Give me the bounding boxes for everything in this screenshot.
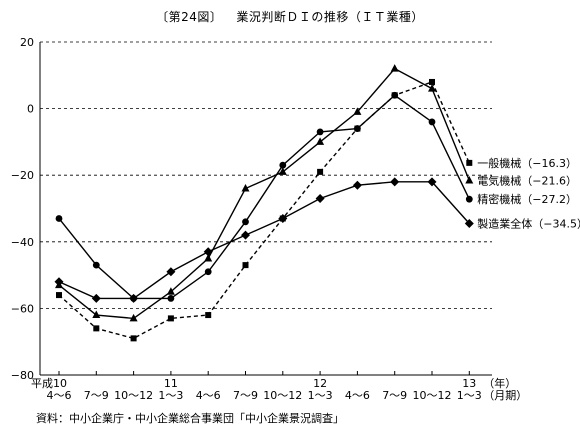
triangle-marker	[241, 184, 250, 192]
triangle-marker	[278, 167, 287, 175]
y-tick-labels: 20 0 −20 −40 −60 −80	[11, 36, 34, 382]
circle-marker	[167, 295, 175, 302]
circle-marker	[354, 125, 361, 132]
triangle-marker	[390, 64, 399, 72]
x-tick-label: 1〜3	[308, 389, 333, 402]
square-marker	[167, 315, 174, 322]
y-tick-label: −60	[11, 302, 34, 315]
series-end-label: 精密機械（−27.2）	[477, 192, 577, 206]
series-line	[58, 181, 470, 300]
series-1	[56, 78, 473, 342]
diamond-marker	[91, 293, 101, 303]
x-tick-label: 4〜6	[47, 389, 72, 402]
series-2	[55, 64, 474, 322]
triangle-marker	[428, 84, 436, 92]
square-marker	[466, 159, 473, 166]
square-marker	[242, 262, 249, 269]
diamond-marker	[203, 247, 213, 257]
diamond-marker	[427, 177, 437, 187]
source-note: 資料：中小企業庁・中小企業総合事業団「中小企業景況調査」	[36, 412, 344, 425]
circle-marker	[428, 118, 436, 126]
series-end-labels: 一般機械（−16.3） 電気機械（−21.6） 精密機械（−27.2） 製造業全体（−…	[477, 156, 580, 231]
diamond-marker	[129, 293, 139, 303]
circle-marker	[279, 161, 287, 169]
triangle-marker	[353, 107, 362, 115]
line-chart: 20 0 −20 −40 −60 −80 4〜6 7〜9 10〜12 1〜3 4〜6 7〜9 10〜1…	[11, 36, 580, 402]
triangle-marker	[316, 137, 325, 145]
chart-title: 〔第24図〕 業況判断ＤＩの推移（ＩＴ業種）	[0, 8, 580, 25]
circle-marker	[465, 195, 473, 203]
series-end-label: 製造業全体（−34.5）	[477, 216, 580, 230]
series-line	[58, 94, 470, 300]
circle-marker	[242, 218, 249, 226]
y-tick-label: 0	[27, 103, 34, 116]
x-tick-label: 10〜12	[263, 389, 302, 402]
diamond-marker	[166, 267, 176, 277]
circle-marker	[391, 91, 399, 99]
series-3	[55, 91, 473, 302]
y-tick-label: −40	[11, 236, 34, 249]
diamond-marker	[352, 180, 362, 190]
square-marker	[317, 168, 324, 175]
x-tick-label: 4〜6	[345, 389, 370, 402]
square-marker	[130, 335, 137, 342]
circle-marker	[55, 215, 63, 222]
x-tick-label: 4〜6	[196, 389, 221, 402]
circle-marker	[92, 261, 100, 269]
x-year-label: 平成10	[31, 377, 67, 390]
square-marker	[93, 325, 100, 332]
x-tick-label: 10〜12	[413, 389, 452, 402]
x-year-label: 11	[164, 377, 178, 390]
x-year-label: 12	[313, 377, 327, 390]
triangle-marker	[204, 253, 213, 262]
triangle-marker	[129, 313, 138, 322]
diamond-marker	[315, 194, 325, 204]
diamond-marker	[241, 230, 250, 240]
square-marker	[56, 292, 62, 299]
y-tick-label: 20	[20, 36, 34, 49]
series-line	[58, 81, 470, 340]
y-tick-label: −80	[11, 369, 34, 382]
x-unit-month: （月期）	[483, 389, 527, 402]
diamond-marker	[54, 277, 64, 287]
y-tick-label: −20	[11, 169, 34, 182]
x-tick-label: 10〜12	[114, 389, 153, 402]
x-tick-label: 1〜3	[457, 389, 482, 402]
diamond-marker	[464, 218, 474, 228]
x-tick-label: 1〜3	[158, 389, 183, 402]
x-unit-year: （年）	[483, 376, 516, 390]
title-text: 業況判断ＤＩの推移（ＩＴ業種）	[236, 10, 424, 24]
circle-marker	[316, 128, 324, 136]
x-tick-label: 7〜9	[84, 389, 109, 402]
series-end-label: 一般機械（−16.3）	[477, 156, 577, 170]
series-4	[54, 177, 474, 303]
grid-lines	[40, 41, 492, 309]
triangle-marker	[166, 287, 175, 295]
circle-marker	[204, 268, 212, 276]
series-line	[58, 67, 470, 320]
axes	[39, 42, 492, 376]
square-marker	[205, 312, 212, 319]
diamond-marker	[390, 177, 400, 187]
triangle-marker	[465, 176, 474, 184]
series-end-label: 電気機械（−21.6）	[477, 174, 577, 188]
square-marker	[429, 78, 435, 85]
triangle-marker	[92, 310, 101, 319]
figure-number: 〔第24図〕	[156, 10, 223, 24]
series-group	[54, 64, 474, 342]
x-year-label: 13	[462, 377, 476, 390]
diamond-marker	[278, 213, 288, 223]
x-tick-labels: 4〜6 7〜9 10〜12 1〜3 4〜6 7〜9 10〜12 1〜3 4〜6 7〜9 10〜12 1…	[31, 371, 527, 402]
x-tick-label: 7〜9	[382, 389, 407, 402]
x-tick-label: 7〜9	[233, 389, 258, 402]
